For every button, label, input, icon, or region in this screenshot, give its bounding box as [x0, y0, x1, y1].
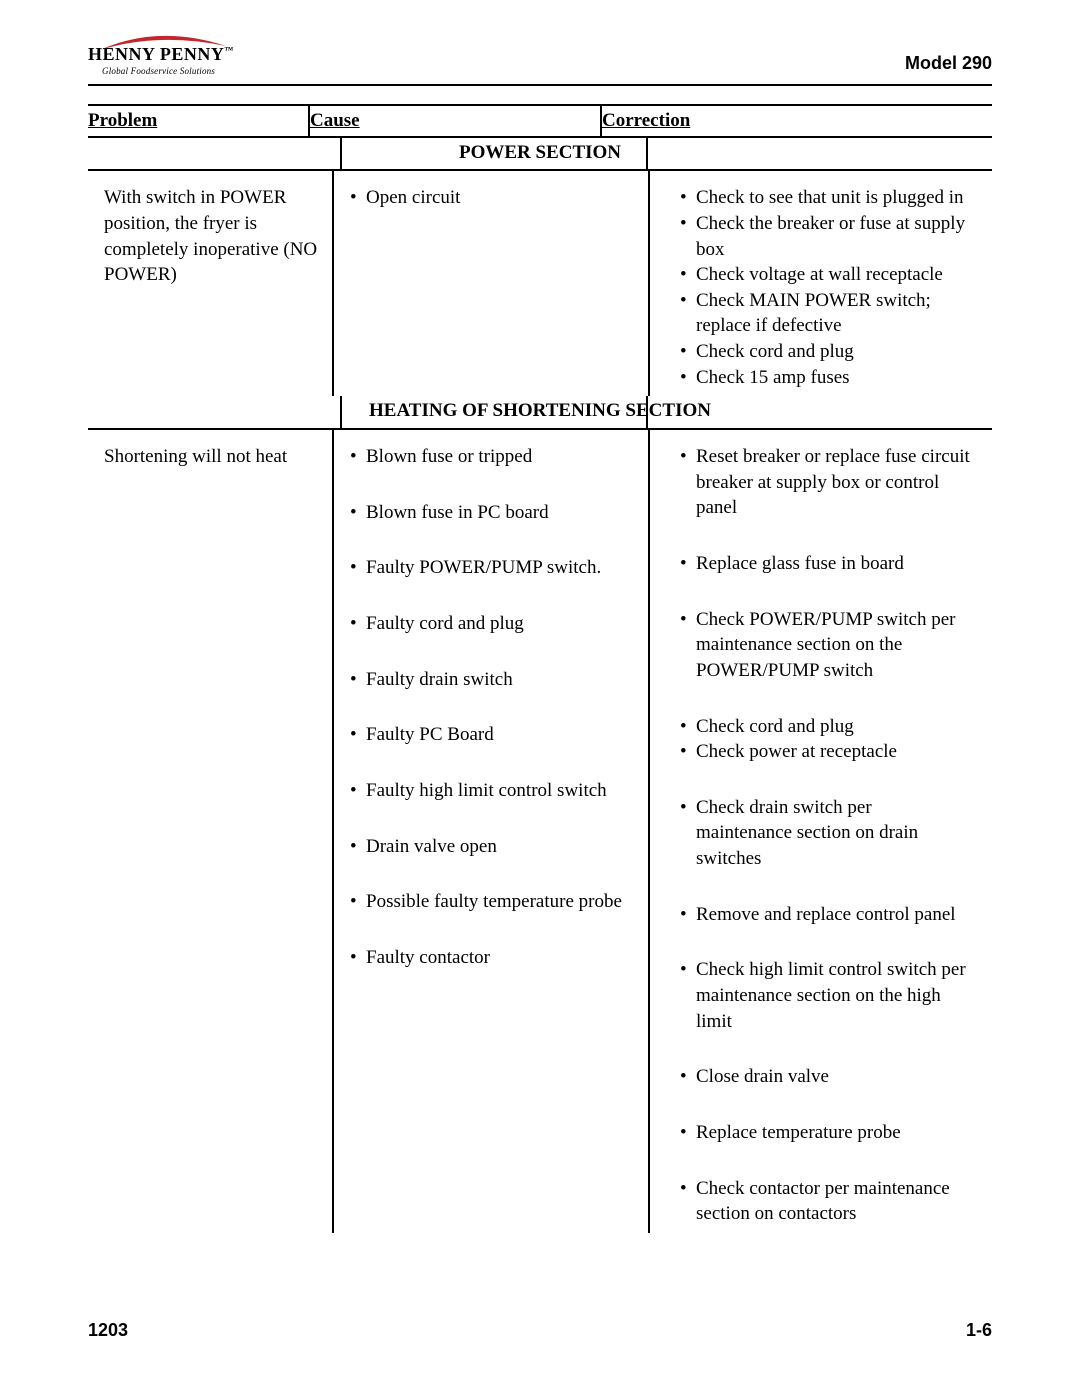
page-footer: 1203 1-6 — [88, 1320, 992, 1341]
correction-item: Check cord and plug — [680, 339, 972, 365]
correction-item: Check POWER/PUMP switch per maintenance … — [680, 607, 972, 684]
correction-item: Check contactor per maintenance section … — [680, 1176, 972, 1227]
section-title-text: HEATING OF SHORTENING SECTION — [88, 396, 992, 428]
problem-cell: Shortening will not heat — [88, 430, 332, 1233]
correction-item: Reset breaker or replace fuse circuit br… — [680, 444, 972, 521]
cause-item: Blown fuse or tripped — [350, 444, 640, 470]
correction-item: Replace temperature probe — [680, 1120, 972, 1146]
page: HENNY PENNY™ Global Foodservice Solution… — [0, 0, 1080, 1397]
section-title-text: POWER SECTION — [88, 138, 992, 170]
correction-item: Check MAIN POWER switch; replace if defe… — [680, 288, 972, 339]
table-header-row: Problem Cause Correction — [88, 104, 992, 138]
cause-item: Blown fuse in PC board — [350, 500, 640, 526]
cause-item: Open circuit — [350, 185, 640, 211]
correction-item: Check drain switch per maintenance secti… — [680, 795, 972, 872]
table-row: Shortening will not heatBlown fuse or tr… — [88, 430, 992, 1233]
correction-cell: Check to see that unit is plugged inChec… — [648, 171, 992, 396]
cause-cell: Blown fuse or tripped Blown fuse in PC bo… — [332, 430, 648, 1233]
footer-right: 1-6 — [966, 1320, 992, 1341]
brand-tagline: Global Foodservice Solutions — [102, 66, 215, 76]
correction-item: Remove and replace control panel — [680, 902, 972, 928]
cause-item: Faulty high limit control switch — [350, 778, 640, 804]
troubleshooting-table: Problem Cause Correction POWER SECTIONWi… — [88, 104, 992, 1233]
correction-item: Check power at receptacle — [680, 739, 972, 765]
cause-item: Faulty contactor — [350, 945, 640, 971]
correction-item: Check cord and plug — [680, 714, 972, 740]
correction-item: Check the breaker or fuse at supply box — [680, 211, 972, 262]
brand-logo: HENNY PENNY™ Global Foodservice Solution… — [88, 36, 238, 80]
cause-item: Possible faulty temperature probe — [350, 889, 640, 915]
table-row: With switch in POWER position, the fryer… — [88, 171, 992, 396]
page-header: HENNY PENNY™ Global Foodservice Solution… — [88, 36, 992, 86]
problem-cell: With switch in POWER position, the fryer… — [88, 171, 332, 396]
col-header-correction: Correction — [600, 106, 992, 136]
cause-item: Drain valve open — [350, 834, 640, 860]
cause-item: Faulty POWER/PUMP switch. — [350, 555, 640, 581]
correction-item: Check voltage at wall receptacle — [680, 262, 972, 288]
cause-item: Faulty cord and plug — [350, 611, 640, 637]
col-header-problem: Problem — [88, 106, 308, 136]
cause-cell: Open circuit — [332, 171, 648, 396]
cause-item: Faulty PC Board — [350, 722, 640, 748]
trademark: ™ — [224, 45, 234, 55]
correction-item: Check 15 amp fuses — [680, 365, 972, 391]
col-header-cause: Cause — [308, 106, 600, 136]
correction-item: Check to see that unit is plugged in — [680, 185, 972, 211]
model-label: Model 290 — [905, 53, 992, 80]
sections-container: POWER SECTIONWith switch in POWER positi… — [88, 138, 992, 1233]
section-title: POWER SECTION — [88, 138, 992, 172]
correction-item: Replace glass fuse in board — [680, 551, 972, 577]
section-title: HEATING OF SHORTENING SECTION — [88, 396, 992, 430]
correction-item: Check high limit control switch per main… — [680, 957, 972, 1034]
brand-name-text: HENNY PENNY — [88, 44, 224, 64]
footer-left: 1203 — [88, 1320, 128, 1341]
correction-cell: Reset breaker or replace fuse circuit br… — [648, 430, 992, 1233]
brand-name: HENNY PENNY™ — [88, 44, 234, 65]
correction-item: Close drain valve — [680, 1064, 972, 1090]
cause-item: Faulty drain switch — [350, 667, 640, 693]
